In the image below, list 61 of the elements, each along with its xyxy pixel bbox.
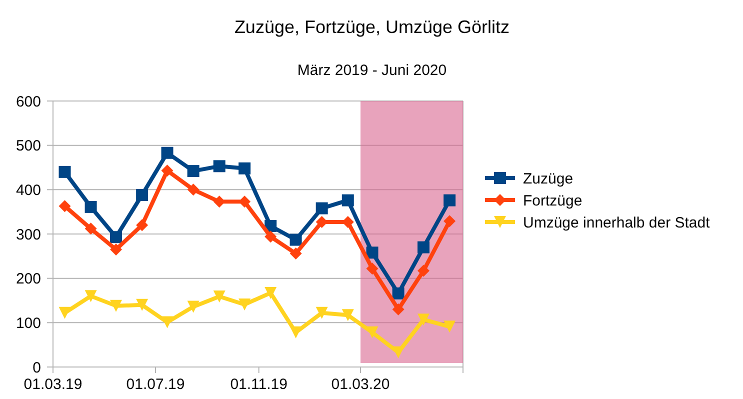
point [161, 316, 174, 328]
point [366, 262, 378, 275]
point [213, 290, 226, 303]
point [418, 241, 430, 254]
point [213, 160, 226, 172]
point [136, 219, 148, 232]
point [418, 264, 430, 277]
point [290, 234, 302, 246]
point [110, 244, 122, 256]
x-tick-label: 01.11.19 [230, 376, 288, 393]
point [187, 165, 200, 178]
chart-title: Zuzüge, Fortzüge, Umzüge Görlitz [234, 17, 510, 37]
point [366, 326, 378, 338]
point [264, 286, 277, 299]
point [187, 300, 200, 313]
point [238, 196, 251, 208]
point [392, 346, 404, 358]
point [238, 298, 251, 310]
point [58, 200, 71, 212]
y-tick-label: 600 [16, 93, 41, 110]
point [342, 194, 354, 206]
point [161, 146, 174, 159]
point [418, 314, 430, 326]
point [136, 298, 148, 311]
y-tick-label: 0 [32, 359, 41, 376]
chart-subtitle: März 2019 - Juni 2020 [297, 62, 447, 79]
point [290, 248, 302, 260]
point [58, 306, 71, 319]
point [58, 166, 71, 178]
point [213, 196, 226, 208]
point [238, 162, 251, 174]
point [316, 202, 328, 214]
x-tick-label: 01.03.20 [331, 376, 390, 393]
point [84, 200, 97, 213]
y-tick-label: 400 [16, 182, 41, 199]
legend-label: Umzüge innerhalb der Stadt [523, 214, 711, 232]
point [392, 303, 404, 316]
point [110, 231, 122, 244]
legend-label: Fortzüge [523, 192, 582, 210]
point [161, 164, 174, 177]
point [136, 188, 148, 201]
point [444, 320, 456, 333]
point [316, 306, 328, 319]
x-tick-label: 01.07.19 [126, 376, 185, 393]
point [444, 194, 456, 206]
point [84, 290, 97, 302]
y-tick-label: 100 [16, 314, 41, 332]
point [392, 287, 404, 300]
x-tick-label: 01.03.19 [24, 376, 82, 393]
point [290, 326, 302, 338]
point [342, 309, 354, 322]
y-tick-label: 200 [16, 270, 41, 288]
point [264, 230, 277, 243]
y-tick-label: 300 [16, 226, 41, 244]
point [187, 184, 200, 196]
legend-label: Zuzüge [523, 170, 574, 188]
point [366, 246, 378, 259]
point [84, 222, 97, 235]
point [110, 300, 122, 312]
point [444, 215, 456, 228]
y-tick-label: 500 [16, 138, 41, 155]
